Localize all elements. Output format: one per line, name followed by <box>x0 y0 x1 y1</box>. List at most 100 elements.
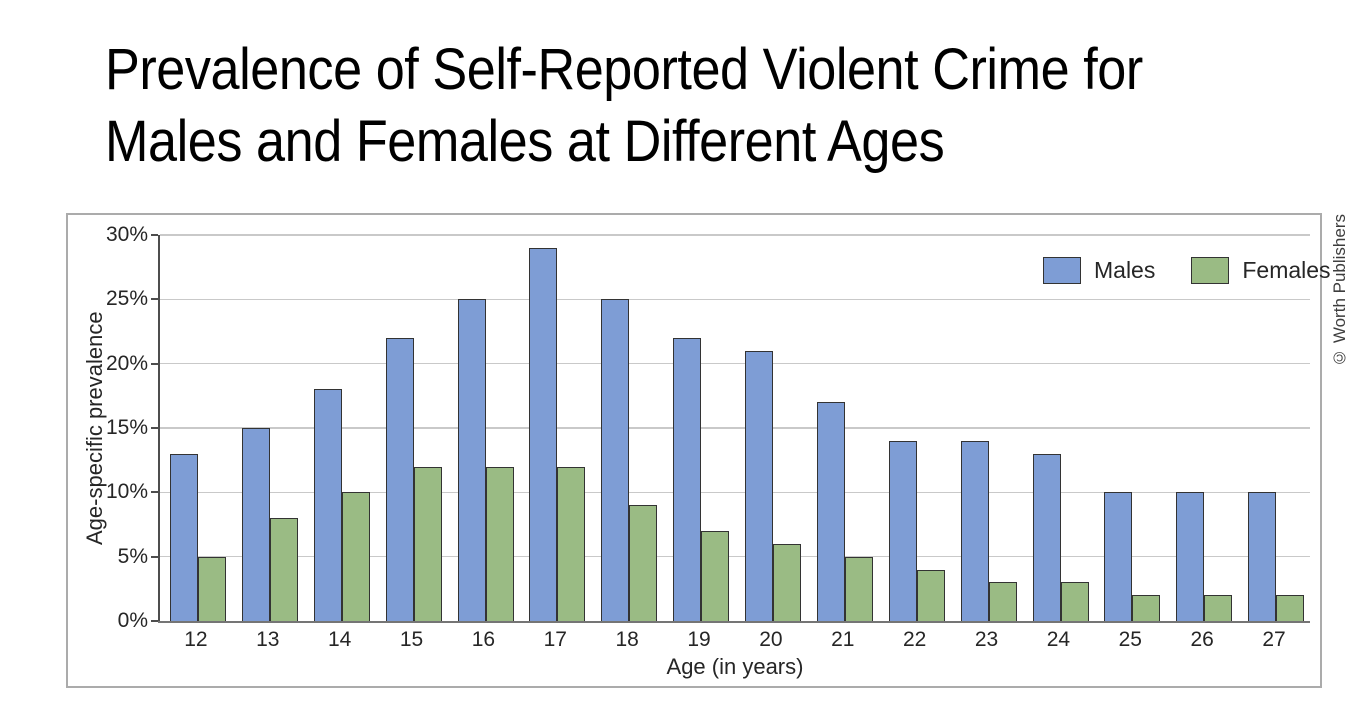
bar-group-age-13: 13 <box>232 235 304 651</box>
x-tick-label-23: 23 <box>974 628 999 651</box>
x-tick-label-21: 21 <box>831 628 855 651</box>
x-tick-label-15: 15 <box>399 628 424 651</box>
females-bar-age-27 <box>1276 595 1305 621</box>
females-bar-age-24 <box>1060 582 1089 621</box>
females-legend-swatch <box>1191 257 1230 284</box>
females-bar-age-21 <box>844 556 873 621</box>
x-tick-label-18: 18 <box>615 628 639 651</box>
x-tick-label-24: 24 <box>1046 628 1071 651</box>
y-tick-5 <box>151 555 158 558</box>
bar-group-age-14: 14 <box>304 235 376 651</box>
bar-group-age-24: 24 <box>1023 235 1095 651</box>
y-tick-label-10: 10% <box>105 480 148 504</box>
males-bar-age-12 <box>170 453 198 621</box>
males-bar-age-16 <box>457 299 486 621</box>
gridline-5 <box>160 555 1310 558</box>
females-bar-age-12 <box>198 556 226 621</box>
x-tick-label-20: 20 <box>759 628 783 651</box>
page-title-line-1: Prevalence of Self-Reported Violent Crim… <box>105 37 1143 102</box>
males-bar-age-14 <box>313 389 342 621</box>
legend: Males Females <box>1043 257 1331 284</box>
males-bar-age-23 <box>960 440 989 621</box>
legend-item-males: Males <box>1043 257 1155 284</box>
bar-group-age-18: 18 <box>591 235 663 651</box>
bar-group-age-17: 17 <box>519 235 591 651</box>
males-bar-age-24 <box>1032 453 1061 621</box>
y-tick-label-20: 20% <box>105 351 148 375</box>
y-tick-label-30: 30% <box>105 223 148 246</box>
y-tick-20 <box>151 362 158 365</box>
bar-group-age-25: 25 <box>1094 235 1166 651</box>
bar-group-age-20: 20 <box>735 235 807 651</box>
males-bar-age-15 <box>385 337 414 621</box>
x-tick-label-26: 26 <box>1190 628 1214 651</box>
x-tick-label-16: 16 <box>471 628 496 651</box>
females-bar-age-14 <box>341 492 370 621</box>
females-bar-age-19 <box>701 530 730 621</box>
bar-group-age-23: 23 <box>951 235 1023 651</box>
males-bar-age-18 <box>601 299 630 621</box>
females-bar-age-23 <box>988 582 1017 621</box>
legend-item-females: Females <box>1191 257 1331 284</box>
x-axis-title: Age (in years) <box>666 654 804 679</box>
bar-group-age-19: 19 <box>663 235 735 651</box>
bar-group-age-26: 26 <box>1166 235 1238 651</box>
chart-figure: Age-specific prevalence 30% 25% 20% 15% 10% 5… <box>66 213 1331 688</box>
females-bar-age-16 <box>485 466 514 621</box>
bar-group-age-15: 15 <box>376 235 448 651</box>
x-tick-label-13: 13 <box>256 628 280 651</box>
y-tick-label-0: 0% <box>117 609 148 632</box>
males-bar-age-21 <box>816 402 845 621</box>
females-bar-age-26 <box>1204 595 1233 621</box>
males-bar-age-27 <box>1248 492 1277 621</box>
x-tick-label-19: 19 <box>687 628 711 651</box>
y-tick-15 <box>151 427 158 429</box>
gridline-15 <box>160 427 1310 429</box>
bar-group-age-12: 12 <box>160 235 232 651</box>
page-title: Prevalence of Self-Reported Violent Crim… <box>105 34 1143 178</box>
males-bar-age-20 <box>745 350 773 621</box>
y-tick-label-5: 5% <box>117 544 148 568</box>
y-tick-label-15: 15% <box>105 416 148 439</box>
bar-groups: 12 13 14 15 16 17 18 19 20 21 22 23 24 25 26 27 <box>160 235 1310 651</box>
females-bar-age-18 <box>629 505 658 621</box>
x-tick-label-25: 25 <box>1118 628 1142 651</box>
y-tick-30 <box>151 234 158 236</box>
x-tick-label-27: 27 <box>1262 628 1286 651</box>
gridline-10 <box>160 491 1310 494</box>
females-bar-age-15 <box>413 466 442 621</box>
publisher-credit: © Worth Publishers <box>1330 214 1349 367</box>
x-tick-label-17: 17 <box>543 628 567 651</box>
x-tick-label-14: 14 <box>328 628 352 651</box>
females-bar-age-17 <box>557 466 586 621</box>
bar-group-age-27: 27 <box>1238 235 1310 651</box>
females-bar-age-22 <box>916 569 945 621</box>
males-bar-age-17 <box>529 247 558 621</box>
x-axis-line <box>158 621 1310 623</box>
males-bar-age-22 <box>888 440 917 621</box>
x-tick-label-22: 22 <box>903 628 927 651</box>
bar-group-age-21: 21 <box>807 235 879 651</box>
males-bar-age-25 <box>1104 492 1133 621</box>
gridline-25 <box>160 298 1310 301</box>
males-bar-age-26 <box>1176 492 1205 621</box>
y-axis-line <box>158 235 160 621</box>
y-tick-0 <box>151 620 158 622</box>
females-bar-age-20 <box>773 543 801 621</box>
males-legend-swatch <box>1043 257 1081 284</box>
gridline-30 <box>160 234 1310 236</box>
x-tick-label-12: 12 <box>184 628 208 651</box>
y-tick-label-25: 25% <box>105 287 148 311</box>
page-title-line-2: Males and Females at Different Ages <box>105 109 945 174</box>
males-bar-age-19 <box>673 337 702 621</box>
y-tick-10 <box>151 491 158 494</box>
y-tick-25 <box>151 298 158 301</box>
females-bar-age-13 <box>269 518 298 621</box>
plot-area: 30% 25% 20% 15% 10% 5% 0% 12 13 14 15 16 17 18 19 20 21… <box>106 223 1310 651</box>
gridline-20 <box>160 362 1310 365</box>
bar-group-age-22: 22 <box>879 235 951 651</box>
bar-group-age-16: 16 <box>448 235 520 651</box>
males-bar-age-13 <box>241 428 270 621</box>
males-legend-label: Males <box>1094 257 1156 283</box>
females-bar-age-25 <box>1132 595 1161 621</box>
